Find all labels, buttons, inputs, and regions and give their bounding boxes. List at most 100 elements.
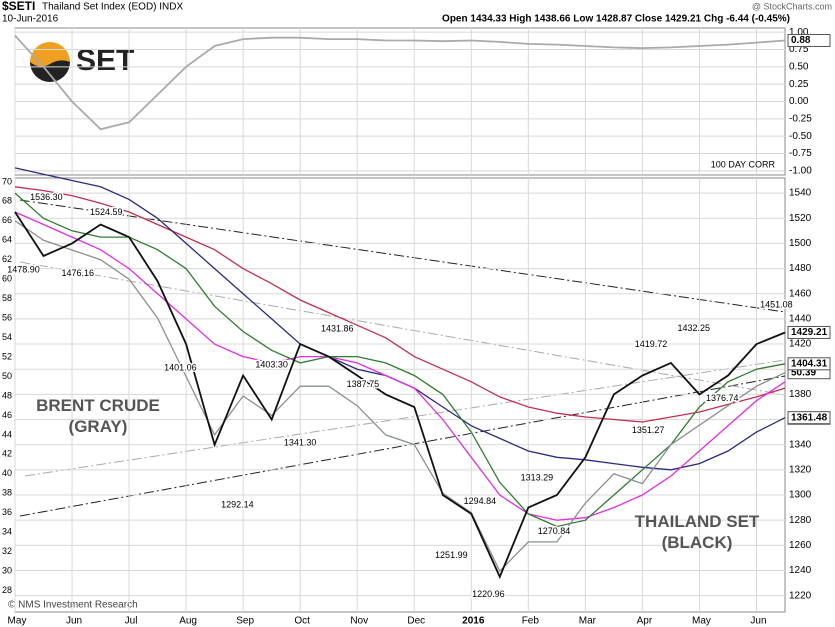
- x-tick-label: Jun: [750, 616, 766, 627]
- y2-tick-label: 38: [2, 488, 12, 498]
- point-label: 1536.30: [30, 192, 63, 202]
- y-tick-label: 1440: [789, 314, 812, 325]
- y2-tick-label: 28: [2, 585, 12, 595]
- point-label: 1292.14: [221, 499, 254, 509]
- logo-wave: [30, 60, 70, 82]
- y2-tick-label: 70: [2, 176, 12, 186]
- y-tick-label: 1220: [789, 590, 812, 601]
- end-label-box: [787, 325, 831, 339]
- y-tick-label: -0.75: [789, 148, 812, 159]
- y-tick-label: 1260: [789, 540, 812, 551]
- date: 10-Jun-2016: [2, 14, 59, 25]
- y2-tick-label: 68: [2, 196, 12, 206]
- y-tick-label: 1480: [789, 263, 812, 274]
- y-tick-label: 1540: [789, 188, 812, 199]
- y-tick-label: 1380: [789, 389, 812, 400]
- y-tick-label: 1520: [789, 213, 812, 224]
- symbol: $SETI: [2, 0, 35, 13]
- x-tick-label: Jun: [66, 616, 82, 627]
- annotation-line: (GRAY): [69, 417, 128, 436]
- y-tick-label: 0.00: [789, 96, 809, 107]
- y2-tick-label: 60: [2, 274, 12, 284]
- series-line: [14, 220, 786, 573]
- y2-tick-label: 34: [2, 527, 12, 537]
- x-tick-label: Sep: [236, 616, 254, 627]
- y-tick-label: 0.25: [789, 79, 809, 90]
- x-tick-label: Nov: [350, 616, 368, 627]
- y-tick-label: -0.50: [789, 131, 812, 142]
- x-tick-label: 2016: [462, 616, 485, 627]
- point-label: 1478.90: [7, 264, 40, 274]
- x-tick-label: Apr: [637, 616, 653, 627]
- y-tick-label: -0.25: [789, 113, 812, 124]
- x-tick-label: Dec: [407, 616, 425, 627]
- y2-tick-label: 56: [2, 313, 12, 323]
- annotation-line: (BLACK): [662, 533, 733, 552]
- point-label: 1476.16: [61, 268, 94, 278]
- y2-tick-label: 62: [2, 254, 12, 264]
- y2-tick-label: 50: [2, 371, 12, 381]
- trend-line: [19, 375, 786, 517]
- point-label: 1451.08: [760, 299, 793, 309]
- annotation: THAILAND SET (BLACK): [635, 512, 760, 552]
- point-label: 1313.29: [521, 473, 554, 483]
- y2-tick-label: 52: [2, 351, 12, 361]
- point-label: 1419.72: [635, 339, 668, 349]
- series-line: [14, 192, 786, 528]
- end-label-box: [787, 411, 831, 425]
- y-tick-label: 0.75: [789, 44, 809, 55]
- y2-tick-label: 44: [2, 429, 12, 439]
- x-tick-label: Mar: [579, 616, 597, 627]
- point-label: 1431.86: [321, 324, 354, 334]
- y2-tick-label: 64: [2, 235, 12, 245]
- panel-label: 100 DAY CORR: [711, 159, 776, 169]
- series-line: [14, 211, 786, 521]
- x-tick-label: May: [692, 616, 711, 627]
- y2-tick-label: 54: [2, 332, 12, 342]
- point-label: 1220.96: [472, 589, 505, 599]
- end-label: 1361.48: [791, 412, 828, 423]
- x-tick-label: Feb: [522, 616, 540, 627]
- y2-tick-label: 40: [2, 468, 12, 478]
- logo-text: SET: [76, 44, 134, 77]
- credit: © NMS Investment Research: [8, 600, 138, 611]
- point-label: 1251.99: [435, 550, 468, 560]
- y2-tick-label: 58: [2, 293, 12, 303]
- point-label: 1403.30: [255, 359, 288, 369]
- end-label: 1404.31: [791, 358, 828, 369]
- point-label: 1387.75: [347, 379, 380, 389]
- point-label: 1432.25: [677, 323, 710, 333]
- y-tick-label: -1.00: [789, 165, 812, 176]
- annotation-line: BRENT CRUDE: [36, 396, 160, 415]
- y2-tick-label: 30: [2, 566, 12, 576]
- series-line: [14, 211, 786, 580]
- end-label: 50.39: [791, 367, 816, 378]
- y2-tick-label: 46: [2, 410, 12, 420]
- annotation: BRENT CRUDE (GRAY): [36, 396, 160, 436]
- source: @ StockCharts.com: [752, 1, 832, 11]
- y-tick-label: 0.50: [789, 61, 809, 72]
- y-tick-label: 1280: [789, 515, 812, 526]
- y-tick-label: 1460: [789, 288, 812, 299]
- point-label: 1294.84: [464, 496, 497, 506]
- y-tick-label: 1500: [789, 238, 812, 249]
- logo: SET: [30, 42, 134, 82]
- x-tick-label: Oct: [294, 616, 310, 627]
- y-tick-label: 1420: [789, 339, 812, 350]
- index-name: Thailand Set Index (EOD) INDX: [42, 2, 183, 13]
- y-tick-label: 1.00: [789, 27, 809, 38]
- y2-tick-label: 42: [2, 449, 12, 459]
- point-label: 1376.74: [706, 393, 739, 403]
- y-tick-label: 1320: [789, 464, 812, 475]
- end-label: 0.88: [791, 35, 811, 46]
- x-tick-label: Aug: [179, 616, 197, 627]
- series-line: [14, 34, 786, 131]
- y2-tick-label: 36: [2, 507, 12, 517]
- y2-tick-label: 48: [2, 390, 12, 400]
- series-line: [14, 186, 786, 423]
- point-label: 1401.06: [164, 362, 197, 372]
- end-label-box: [787, 357, 831, 371]
- x-tick-label: Jul: [125, 616, 138, 627]
